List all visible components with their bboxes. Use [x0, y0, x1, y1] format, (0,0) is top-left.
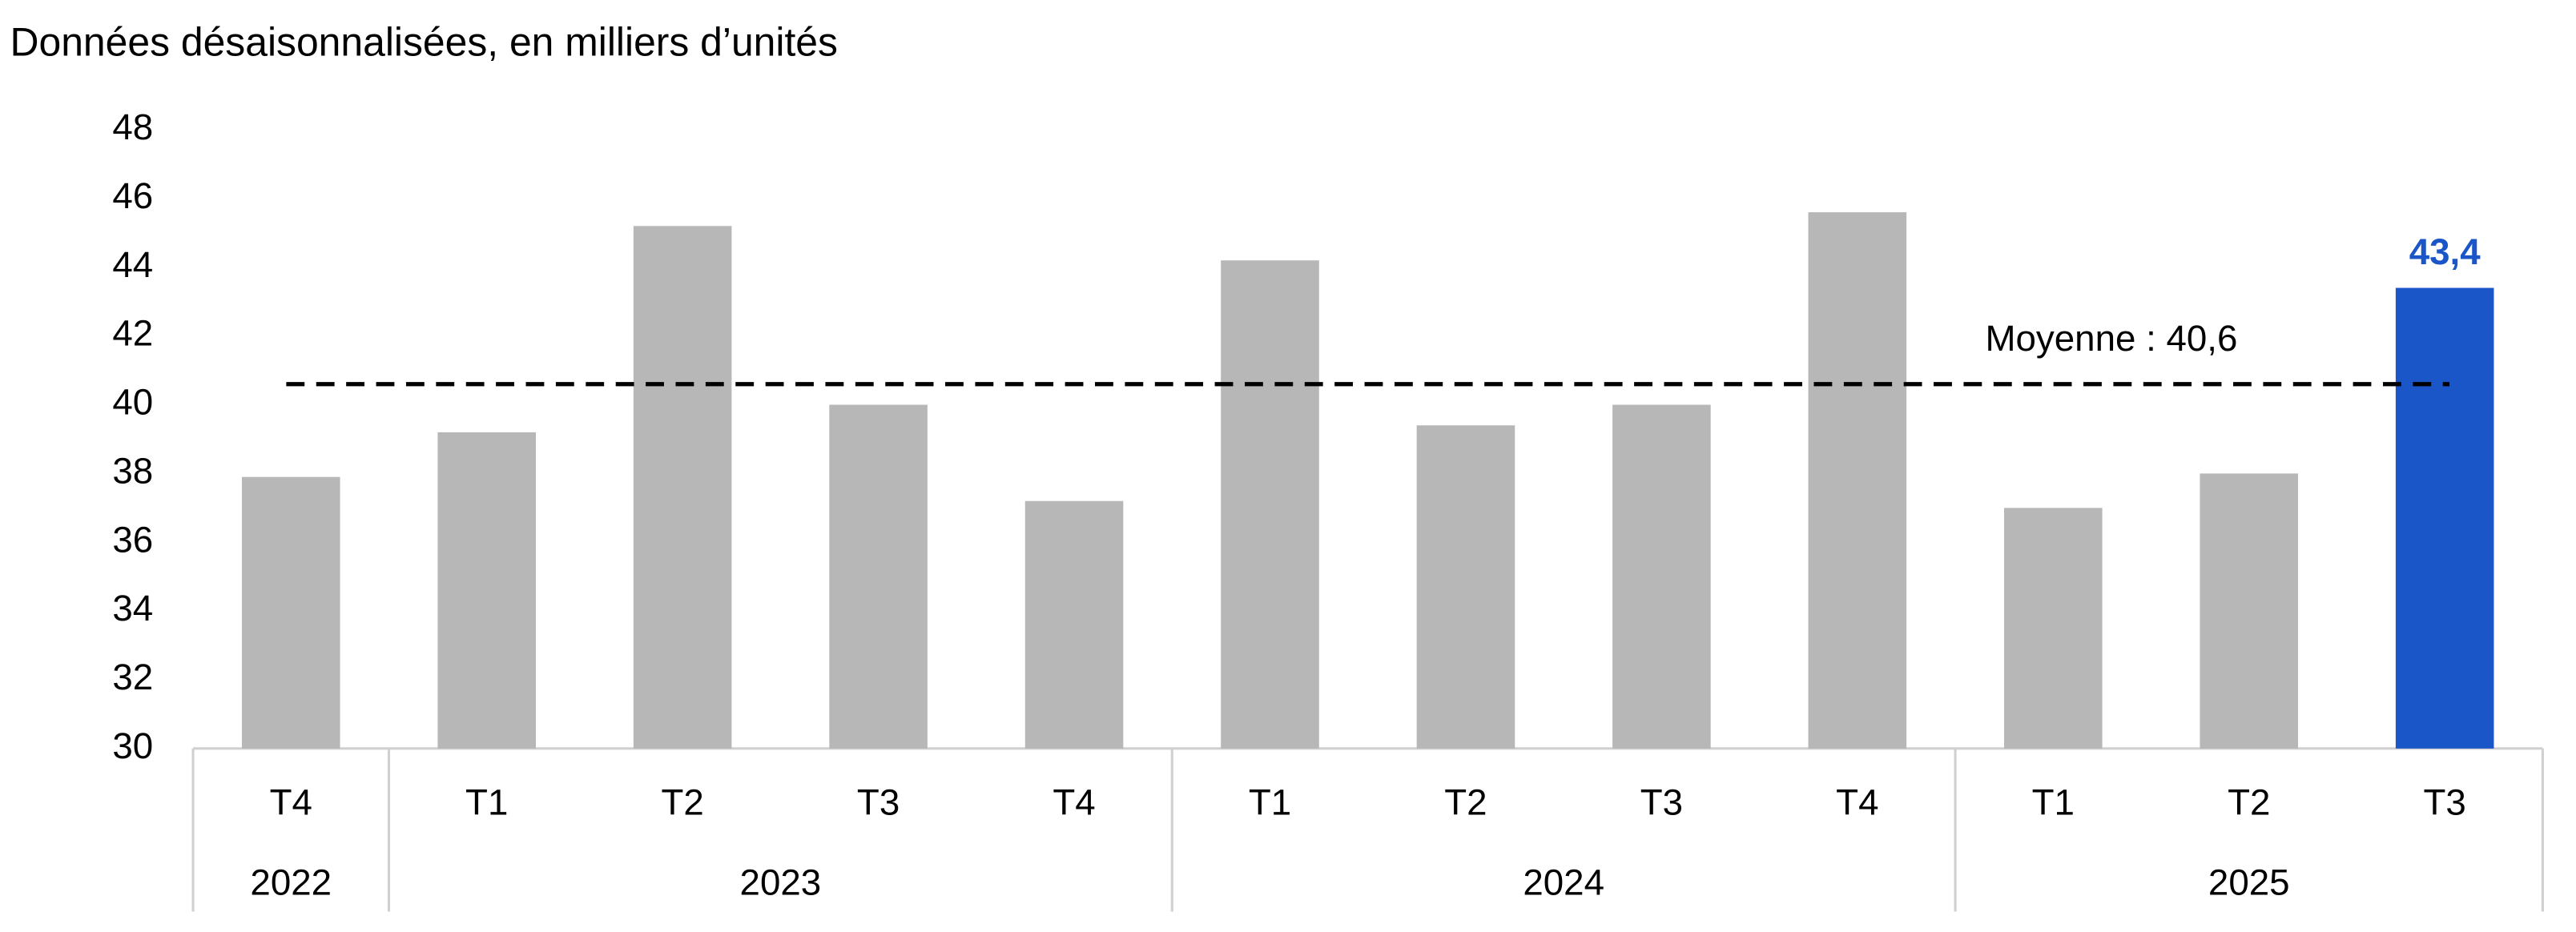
group-label: 2024: [1523, 862, 1604, 902]
value-label: 43,4: [2409, 231, 2481, 272]
y-tick-label: 42: [112, 313, 153, 354]
bar: [1024, 500, 1124, 749]
bar: [241, 476, 340, 749]
x-tick-label: T1: [465, 782, 508, 823]
bar: [2200, 473, 2299, 749]
x-tick-label: T3: [1640, 782, 1683, 823]
x-tick-label: T3: [857, 782, 900, 823]
x-tick-label: T3: [2424, 782, 2466, 823]
bar: [1612, 404, 1711, 749]
bar: [1221, 260, 1319, 749]
x-tick-label: T4: [270, 782, 312, 823]
x-tick-label: T2: [661, 782, 703, 823]
y-tick-label: 30: [112, 725, 153, 766]
x-tick-label: T2: [2228, 782, 2270, 823]
x-tick-label: T1: [1249, 782, 1291, 823]
y-tick-label: 38: [112, 450, 153, 491]
group-label: 2022: [250, 862, 332, 902]
x-tick-label: T2: [1444, 782, 1487, 823]
chart-title: Données désaisonnalisées, en milliers d’…: [10, 19, 838, 64]
bar: [437, 432, 536, 749]
bar: [633, 226, 732, 749]
y-tick-label: 40: [112, 382, 153, 423]
group-label: 2023: [740, 862, 822, 902]
mean-label: Moyenne : 40,6: [1985, 318, 2237, 359]
bar: [1808, 212, 1907, 749]
y-tick-label: 34: [112, 588, 153, 629]
x-tick-label: T4: [1053, 782, 1095, 823]
y-tick-label: 36: [112, 519, 153, 560]
y-tick-label: 46: [112, 175, 153, 216]
bar: [829, 404, 928, 749]
bar: [2395, 287, 2494, 749]
bar: [2003, 508, 2103, 749]
x-tick-label: T1: [2032, 782, 2075, 823]
y-tick-label: 32: [112, 657, 153, 697]
group-label: 2025: [2208, 862, 2290, 902]
y-tick-label: 44: [112, 244, 153, 285]
bar: [1416, 425, 1515, 749]
y-tick-label: 48: [112, 106, 153, 147]
x-tick-label: T4: [1836, 782, 1878, 823]
